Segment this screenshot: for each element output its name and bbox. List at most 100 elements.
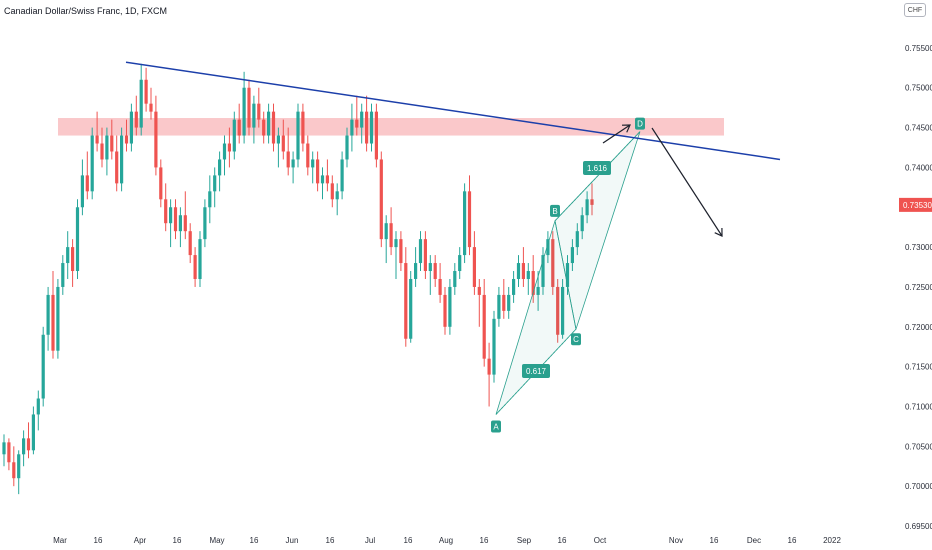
candle-body: [129, 111, 133, 144]
candle: [492, 310, 496, 383]
candle-body: [218, 159, 222, 176]
candle-body: [335, 191, 339, 200]
candle: [267, 103, 271, 144]
candle-body: [487, 358, 491, 375]
candle: [183, 191, 187, 240]
up-arrow: [602, 124, 631, 144]
time-tick-label: May: [209, 536, 224, 545]
resistance-zone[interactable]: [58, 118, 724, 136]
candle-body: [66, 247, 70, 264]
candle-body: [526, 271, 530, 279]
candle: [31, 406, 35, 455]
time-axis[interactable]: Mar 16 Apr 16 May 16 Jun 16 Jul 16 Aug 16 Sep 16 Oct No…: [53, 536, 841, 545]
candle-body: [144, 79, 148, 104]
time-tick-label: 16: [558, 536, 567, 545]
candle: [159, 159, 163, 208]
candle: [164, 183, 168, 232]
time-tick-label: 16: [788, 536, 797, 545]
candle-body: [232, 119, 236, 152]
candle-body: [565, 263, 570, 287]
candle-body: [482, 294, 486, 359]
candle-body: [433, 263, 437, 279]
candle: [409, 271, 413, 343]
candle-body: [311, 159, 315, 168]
candle-body: [164, 199, 168, 224]
candle: [252, 95, 256, 144]
candle: [379, 151, 383, 248]
candle: [551, 231, 555, 295]
candle-body: [296, 111, 300, 160]
candle-body: [12, 462, 16, 479]
candle-body: [71, 247, 75, 272]
projection-arrows[interactable]: [602, 124, 723, 237]
candle: [124, 119, 129, 152]
candle: [134, 95, 138, 136]
candle-body: [267, 111, 271, 136]
candle-body: [458, 255, 462, 272]
candle: [232, 111, 236, 160]
candle-body: [41, 334, 45, 399]
candle-body: [213, 175, 217, 192]
candle-body: [276, 135, 280, 144]
candle-body: [286, 151, 290, 168]
trendline[interactable]: [125, 61, 781, 161]
candle: [526, 263, 530, 295]
candle: [144, 67, 148, 112]
last-price-badge: [899, 197, 932, 212]
candle-body: [149, 103, 153, 112]
candle: [394, 231, 398, 279]
candles: [2, 63, 594, 495]
price-axis[interactable]: 0.69500 0.70000 0.70500 0.71000 0.71500 0.720…: [905, 44, 932, 531]
down-arrow: [651, 127, 723, 237]
pattern-point-a: A: [491, 420, 501, 433]
time-tick-label: Jul: [365, 536, 375, 545]
pattern-ratio-label: 0.617: [526, 367, 547, 376]
candle: [139, 63, 143, 136]
candle-body: [198, 239, 202, 279]
candle-body: [169, 207, 173, 224]
price-tick-label: 0.75000: [905, 84, 932, 93]
last-price-value: 0.73530: [903, 201, 932, 210]
candle: [36, 390, 40, 431]
candle-body: [306, 143, 310, 168]
candle: [335, 183, 339, 216]
candle: [438, 263, 442, 303]
candle: [590, 183, 594, 216]
candle-body: [360, 111, 364, 128]
down-arrow-shaft: [651, 127, 723, 237]
candle-body: [80, 175, 84, 208]
candle: [7, 438, 11, 471]
candle-body: [374, 111, 378, 160]
currency-button[interactable]: CHF: [904, 3, 926, 17]
candle-body: [183, 215, 187, 232]
candle-body: [7, 442, 11, 463]
pattern-point-b: B: [550, 204, 560, 217]
candle: [556, 278, 560, 343]
pattern-ratio: 0.617: [522, 364, 550, 378]
time-tick-label: 2022: [823, 536, 841, 545]
candle: [458, 247, 462, 279]
candle-body: [556, 286, 560, 335]
harmonic-pattern[interactable]: A B C D 0.617 1.616: [491, 117, 645, 433]
candle-body: [418, 239, 423, 264]
candle-body: [291, 159, 295, 168]
candle: [512, 271, 516, 303]
candle: [428, 255, 432, 295]
candle-body: [472, 247, 476, 287]
candle: [521, 247, 525, 287]
candle: [355, 95, 359, 136]
candle: [418, 231, 423, 272]
price-tick-label: 0.72000: [905, 323, 932, 332]
pattern-point-label: B: [552, 207, 557, 216]
candle: [296, 103, 300, 168]
candle-body: [115, 151, 119, 184]
candle-body: [154, 111, 158, 168]
candle-body: [409, 278, 413, 339]
candle-body: [247, 87, 251, 128]
candle: [257, 87, 261, 128]
candle-body: [340, 159, 344, 192]
candle: [2, 434, 6, 467]
candle: [585, 191, 589, 224]
candle: [85, 151, 89, 200]
